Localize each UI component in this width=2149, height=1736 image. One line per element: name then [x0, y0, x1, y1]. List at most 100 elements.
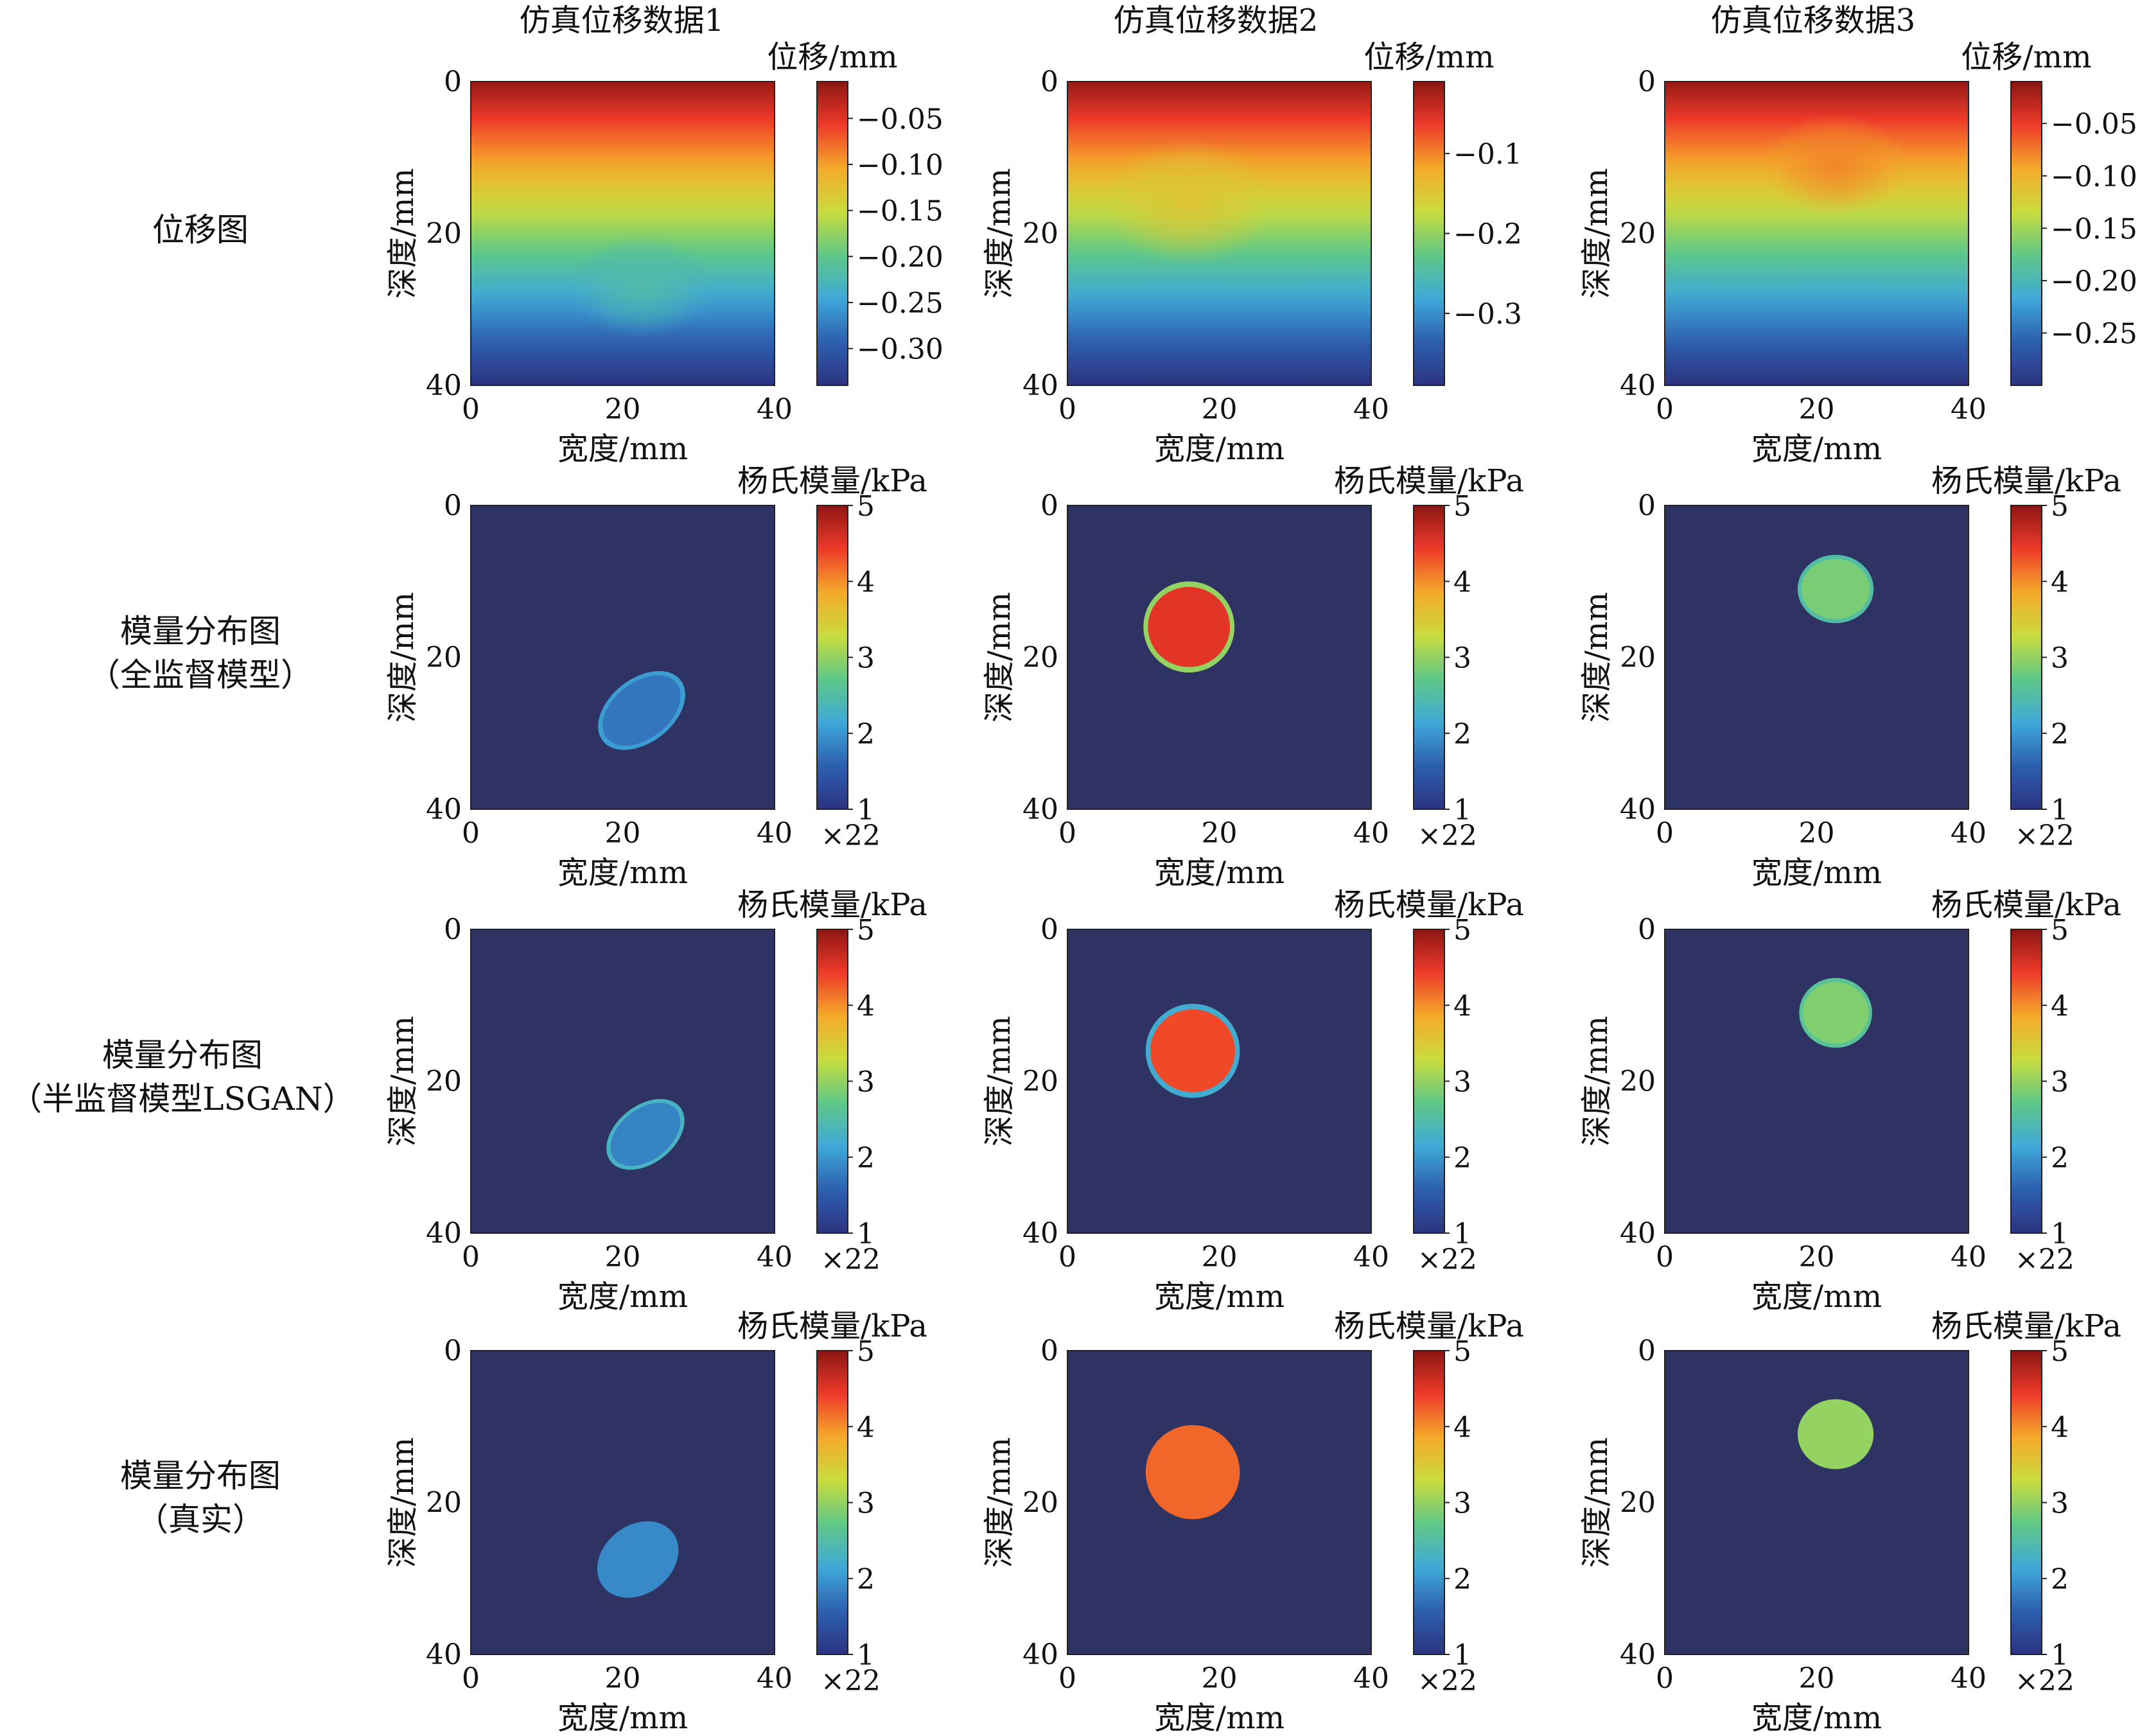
x-tick-label: 40: [1353, 1662, 1389, 1695]
colorbar-tick-label: −0.30: [857, 333, 943, 366]
x-axis-label: 宽度/mm: [1154, 431, 1285, 467]
y-tick-label: 40: [1620, 369, 1656, 402]
y-axis-label: 深度/mm: [385, 592, 421, 723]
colorbar: [816, 929, 848, 1234]
panel-r1c3: 0 20 4002040宽度/mm深度/mm−0.05−0.10−0.15−0.20…: [1579, 39, 2137, 467]
colorbar-tick-label: 3: [1453, 1066, 1471, 1099]
y-tick-label: 0: [1638, 66, 1656, 98]
inclusion: [1148, 586, 1231, 667]
axes-frame: [470, 505, 775, 810]
x-tick-label: 20: [1202, 393, 1238, 426]
colorbar-tick-label: 2: [1453, 1563, 1471, 1596]
colorbar-tick-label: 2: [857, 718, 875, 751]
colorbar-tick-label: 3: [2051, 1487, 2069, 1520]
colorbar-tick-label: 1: [1453, 794, 1471, 827]
x-tick-label: 0: [1656, 393, 1674, 426]
background-tissue: [471, 929, 775, 1233]
column-title-2: 仿真位移数据2: [1114, 3, 1319, 39]
x-tick-label: 0: [462, 1241, 480, 1274]
colorbar-tick-label: 2: [1453, 1142, 1471, 1175]
x-tick-label: 40: [757, 1662, 793, 1695]
colorbar-tick-label: −0.05: [857, 103, 943, 136]
y-tick-label: 0: [1040, 489, 1058, 522]
colorbar-tick-label: 3: [857, 642, 875, 675]
heatmap-r4c1: [471, 1351, 775, 1654]
x-tick-label: 20: [1799, 1241, 1835, 1274]
colorbar-tick-label: 2: [857, 1563, 875, 1596]
colorbar-label: 杨氏模量/kPa: [1931, 887, 2121, 923]
y-tick-label: 20: [1620, 1065, 1656, 1098]
y-tick-label: 0: [1638, 1335, 1656, 1367]
y-axis-label: 深度/mm: [1579, 592, 1615, 723]
x-tick-label: 0: [1058, 1662, 1076, 1695]
y-axis-label: 深度/mm: [1579, 1437, 1615, 1568]
colorbar-tick-label: −0.05: [2051, 108, 2137, 141]
y-tick-label: 40: [1022, 369, 1058, 402]
inclusion: [1802, 982, 1869, 1044]
heatmap-r2c2: [1067, 505, 1371, 809]
y-tick-label: 40: [1022, 1638, 1058, 1671]
heatmap-r1c1: [471, 82, 775, 385]
colorbar-tick-label: −0.10: [2051, 161, 2137, 193]
x-tick-label: 40: [1353, 393, 1389, 426]
colorbar: [816, 1350, 848, 1655]
y-axis-label: 深度/mm: [981, 1437, 1017, 1568]
x-axis-label: 宽度/mm: [1154, 1279, 1285, 1315]
colorbar-label: 位移/mm: [767, 39, 897, 75]
colorbar: [2010, 1350, 2042, 1655]
x-tick-label: 20: [605, 393, 641, 426]
colorbar-multiplier: ×22: [821, 1243, 881, 1276]
colorbar-tick-label: −0.10: [857, 149, 943, 182]
row-label-displacement: 位移图: [152, 211, 249, 249]
y-axis-label: 深度/mm: [1579, 168, 1615, 299]
y-axis-label: 深度/mm: [1579, 1016, 1615, 1146]
colorbar-label: 杨氏模量/kPa: [737, 887, 927, 923]
colorbar-tick-label: 1: [857, 794, 875, 827]
y-tick-label: 20: [1620, 218, 1656, 250]
y-tick-label: 0: [1040, 913, 1058, 946]
y-axis-label: 深度/mm: [981, 1016, 1017, 1146]
colorbar: [1413, 81, 1445, 386]
colorbar-tick-label: 1: [857, 1639, 875, 1672]
heatmap-r2c1: [471, 505, 775, 809]
heatmap-r4c2: [1067, 1351, 1371, 1654]
row-label-lsgan-line1: 模量分布图: [102, 1037, 263, 1074]
colorbar-tick-label: 3: [1453, 642, 1471, 675]
inclusion: [1150, 1009, 1236, 1092]
colorbar-multiplier: ×22: [1417, 820, 1477, 852]
colorbar-tick-label: 1: [1453, 1639, 1471, 1672]
panels: 0 20 4002040宽度/mm深度/mm−0.05−0.10−0.15−0.20…: [385, 39, 2137, 1736]
background-tissue: [471, 1351, 775, 1654]
axes-frame: [1664, 81, 1969, 386]
y-tick-label: 20: [1022, 1487, 1058, 1520]
y-tick-label: 0: [1638, 489, 1656, 522]
x-tick-label: 40: [1951, 817, 1987, 850]
row-label-truth-line2: （真实）: [136, 1501, 265, 1538]
colorbar-tick-label: 1: [2051, 794, 2069, 827]
colorbar-tick-label: 3: [857, 1487, 875, 1520]
row-label-full-supervised-line2: （全监督模型）: [88, 656, 313, 694]
axes-frame: [1067, 929, 1372, 1234]
colorbar-tick-label: 5: [1453, 490, 1471, 523]
y-tick-label: 20: [1620, 1487, 1656, 1520]
colorbar-tick-label: −0.20: [857, 241, 943, 274]
column-title-1: 仿真位移数据1: [520, 3, 724, 39]
x-tick-label: 0: [462, 817, 480, 850]
heatmap-r1c3: [1665, 82, 1969, 385]
y-tick-label: 40: [426, 793, 462, 826]
y-axis-label: 深度/mm: [385, 1016, 421, 1146]
x-axis-label: 宽度/mm: [557, 431, 688, 467]
heatmap-r3c3: [1665, 929, 1969, 1233]
colorbar: [816, 505, 848, 810]
colorbar-tick-label: 4: [2051, 990, 2069, 1022]
inclusion: [1150, 1430, 1236, 1514]
x-tick-label: 40: [1353, 1241, 1389, 1274]
colorbar-tick-label: −0.25: [857, 287, 943, 320]
displacement-field: [471, 82, 775, 385]
colorbar-label: 杨氏模量/kPa: [737, 463, 927, 499]
